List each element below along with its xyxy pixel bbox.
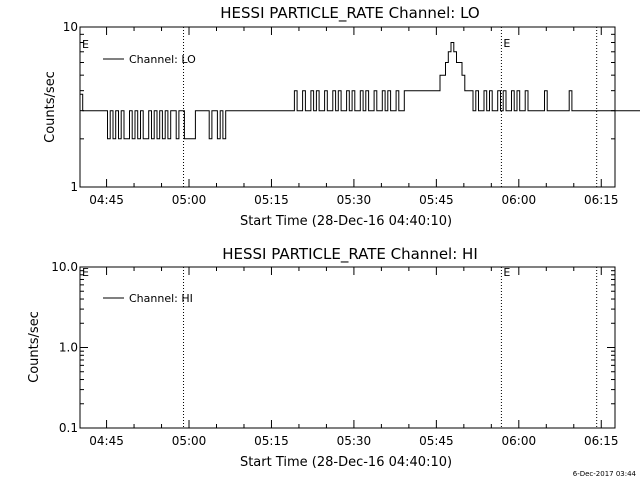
hi-edge-marker-label: E bbox=[82, 266, 89, 279]
x-tick-label: 04:45 bbox=[89, 193, 124, 207]
hi-panel: HESSI PARTICLE_RATE Channel: HI 0.1 1.0 10… bbox=[27, 245, 619, 470]
x-tick-label: 05:00 bbox=[172, 193, 207, 207]
lo-edge-marker-label: E bbox=[82, 38, 89, 51]
hi-chart-title: HESSI PARTICLE_RATE Channel: HI bbox=[222, 245, 478, 264]
lo-event-markers: E bbox=[183, 27, 598, 187]
y-tick-label: 1.0 bbox=[59, 341, 78, 355]
lo-x-axis-label: Start Time (28-Dec-16 04:40:10) bbox=[240, 214, 452, 229]
x-tick-label: 05:30 bbox=[337, 193, 372, 207]
x-tick-label: 06:00 bbox=[502, 434, 537, 448]
hi-legend-label: Channel: HI bbox=[129, 292, 193, 305]
y-tick-label: 10.0 bbox=[51, 260, 78, 274]
x-tick-label: 06:15 bbox=[584, 434, 619, 448]
x-tick-label: 05:45 bbox=[419, 434, 454, 448]
hi-y-axis: 0.1 1.0 10.0 bbox=[51, 260, 615, 435]
lo-panel: HESSI PARTICLE_RATE Channel: LO 1 10 04:4… bbox=[43, 4, 640, 229]
x-tick-label: 06:00 bbox=[502, 193, 537, 207]
x-tick-label: 05:00 bbox=[172, 434, 207, 448]
lo-legend-label: Channel: LO bbox=[129, 53, 196, 66]
y-tick-label: 10 bbox=[63, 20, 78, 34]
x-tick-label: 05:15 bbox=[254, 434, 289, 448]
x-tick-label: 05:30 bbox=[337, 434, 372, 448]
x-tick-label: 04:45 bbox=[89, 434, 124, 448]
lo-series-line bbox=[80, 42, 640, 140]
y-tick-label: 0.1 bbox=[59, 421, 78, 435]
hi-x-axis-label: Start Time (28-Dec-16 04:40:10) bbox=[240, 455, 452, 470]
generated-timestamp: 6-Dec-2017 03:44 bbox=[573, 470, 637, 478]
lo-y-axis-label: Counts/sec bbox=[43, 71, 58, 143]
hi-y-axis-label: Counts/sec bbox=[27, 311, 42, 383]
event-marker-label: E bbox=[503, 37, 510, 50]
x-tick-label: 05:15 bbox=[254, 193, 289, 207]
lo-y-axis: 1 10 bbox=[63, 20, 615, 194]
x-tick-label: 06:15 bbox=[584, 193, 619, 207]
hi-event-markers: E bbox=[183, 266, 598, 428]
lo-chart-title: HESSI PARTICLE_RATE Channel: LO bbox=[220, 4, 479, 23]
x-tick-label: 05:45 bbox=[419, 193, 454, 207]
lo-x-axis: 04:45 05:00 05:15 05:30 05:45 06:00 06:15 bbox=[89, 27, 619, 207]
lo-plot-frame bbox=[79, 26, 616, 188]
y-tick-label: 1 bbox=[70, 180, 78, 194]
event-marker-label: E bbox=[503, 266, 510, 279]
hi-x-axis: 04:45 05:00 05:15 05:30 05:45 06:00 06:15 bbox=[89, 267, 619, 448]
